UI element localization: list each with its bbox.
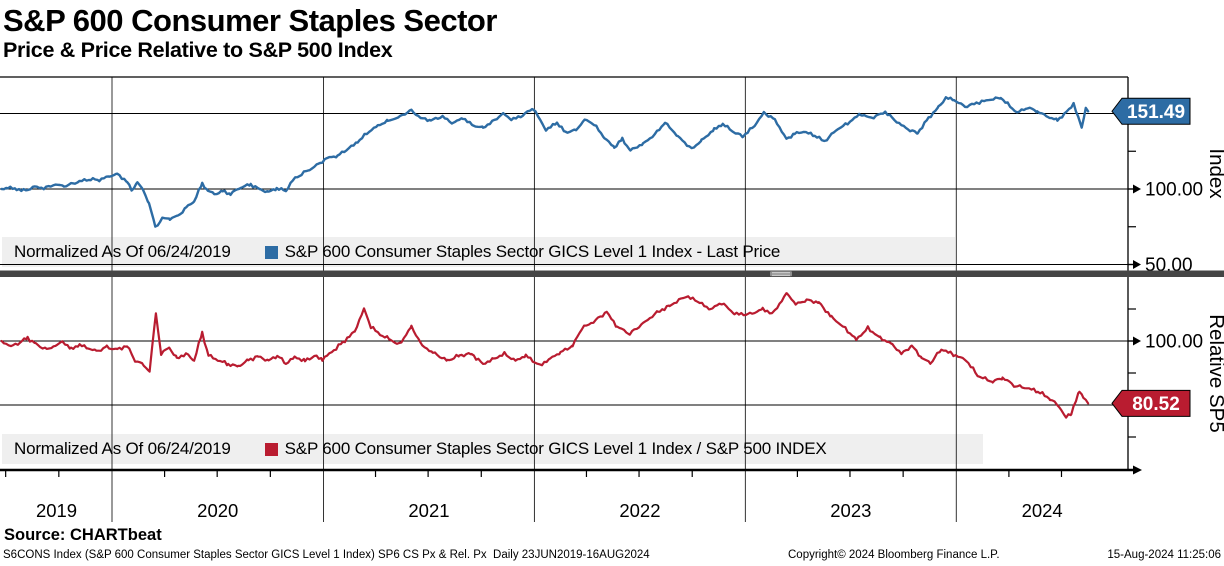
- axis-title-bottom: Relative SP5: [1205, 314, 1224, 433]
- last-price-badge-top: 151.49: [1111, 97, 1191, 125]
- x-year-label-2024: 2024: [1022, 500, 1063, 521]
- footer-copyright: Copyright© 2024 Bloomberg Finance L.P.: [788, 549, 1000, 561]
- x-year-label-2019: 2019: [36, 500, 77, 521]
- blue-series-swatch-icon: [264, 245, 278, 259]
- page-title: S&P 600 Consumer Staples Sector: [3, 3, 497, 38]
- badge-value-bottom: 80.52: [1132, 394, 1180, 415]
- chart-header: S&P 600 Consumer Staples Sector Price & …: [3, 2, 497, 63]
- x-year-label-2022: 2022: [619, 500, 660, 521]
- red-series-swatch-icon: [264, 442, 278, 456]
- last-price-badge-bottom: 80.52: [1111, 389, 1191, 417]
- footer-description: S6CONS Index (S&P 600 Consumer Staples S…: [3, 549, 650, 561]
- bottom-series-label: S&P 600 Consumer Staples Sector GICS Lev…: [284, 439, 827, 458]
- footer-datetime: 15-Aug-2024 11:25:06: [1107, 549, 1221, 561]
- page-subtitle: Price & Price Relative to S&P 500 Index: [3, 38, 393, 63]
- badge-value-top: 151.49: [1127, 102, 1185, 123]
- panel-splitter[interactable]: [0, 270, 1224, 278]
- y-tick-label-top-100: 100.00: [1145, 180, 1203, 201]
- source-label: Source: CHARTbeat: [4, 526, 162, 544]
- top-series-label: S&P 600 Consumer Staples Sector GICS Lev…: [284, 242, 781, 261]
- series-line-top: [0, 96, 1090, 228]
- axis-title-top: Index: [1205, 148, 1224, 199]
- splitter-grip-icon[interactable]: [770, 271, 792, 277]
- y-tick-label-bottom-100: 100.00: [1145, 332, 1203, 353]
- x-year-label-2021: 2021: [408, 500, 449, 521]
- normalized-as-of-label: Normalized As Of 06/24/2019: [14, 242, 231, 261]
- legend-bottom-panel: Normalized As Of 06/24/2019 S&P 600 Cons…: [14, 434, 827, 464]
- legend-top-panel: Normalized As Of 06/24/2019 S&P 600 Cons…: [14, 237, 780, 267]
- series-line-bottom: [0, 292, 1090, 419]
- normalized-as-of-label: Normalized As Of 06/24/2019: [14, 439, 231, 458]
- x-year-label-2023: 2023: [830, 500, 871, 521]
- x-year-label-2020: 2020: [197, 500, 238, 521]
